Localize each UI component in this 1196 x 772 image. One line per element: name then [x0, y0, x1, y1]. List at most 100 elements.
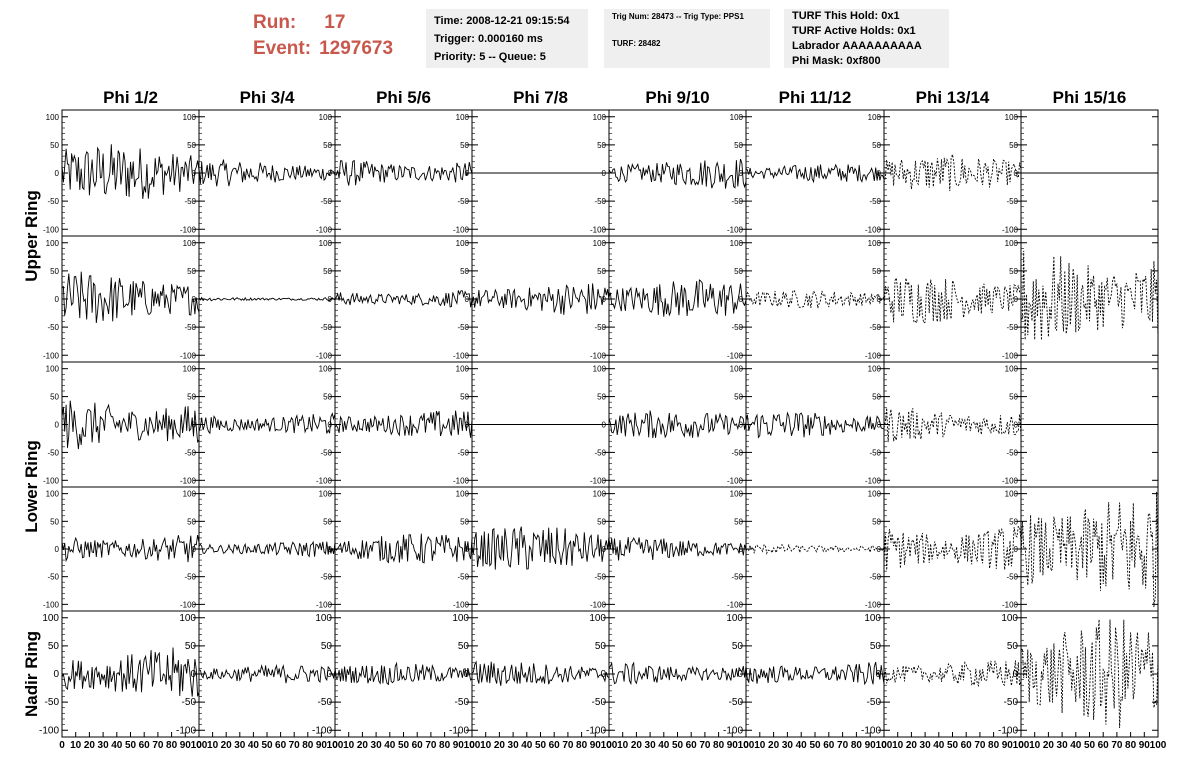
waveform-r4-c1 — [61, 535, 200, 563]
y-tick-label: -50 — [184, 197, 196, 206]
x-tick-label: 0 — [332, 740, 338, 751]
x-tick-label: 10 — [754, 740, 766, 751]
labrador-text: Labrador AAAAAAAAAA — [792, 40, 922, 52]
phi-mask-text: Phi Mask: 0xf800 — [792, 55, 881, 67]
y-tick-label: -100 — [590, 476, 607, 485]
y-tick-label: -100 — [39, 725, 59, 736]
y-tick-label: -50 — [320, 448, 332, 457]
y-tick-label: 100 — [183, 239, 197, 248]
y-tick-label: 0 — [192, 545, 197, 554]
waveform-r1-c3 — [335, 159, 473, 186]
x-tick-label: 50 — [261, 740, 273, 751]
x-tick-label: 20 — [1043, 740, 1055, 751]
y-tick-label: 50 — [872, 141, 881, 150]
waveform-r1-c5 — [608, 158, 747, 189]
y-tick-label: 0 — [602, 545, 607, 554]
x-tick-label: 80 — [988, 740, 1000, 751]
panel-frame-r3-c6 — [745, 361, 885, 488]
x-tick-label: 90 — [590, 740, 602, 751]
y-tick-label: -100 — [998, 725, 1018, 736]
y-tick-label: 0 — [328, 169, 333, 178]
y-tick-label: -50 — [731, 573, 743, 582]
y-tick-label: 50 — [1009, 141, 1018, 150]
y-tick-label: 50 — [734, 393, 743, 402]
y-tick-label: 100 — [730, 239, 744, 248]
x-tick-label: 90 — [1139, 740, 1151, 751]
y-tick-label: -50 — [592, 697, 607, 708]
y-tick-label: -50 — [869, 323, 881, 332]
waveform-r3-c1 — [61, 400, 200, 450]
y-tick-label: 50 — [595, 641, 607, 652]
column-header-6: Phi 11/12 — [779, 88, 852, 107]
waveform-r1-c7 — [883, 154, 1022, 192]
x-tick-label: 100 — [464, 740, 481, 751]
x-tick-label: 100 — [1150, 740, 1167, 751]
trig-num-text: Trig Num: 28473 -- Trig Type: PPS1 — [612, 12, 744, 21]
x-tick-label: 60 — [686, 740, 698, 751]
turf-text: TURF: 28482 — [612, 39, 661, 48]
y-tick-label: -100 — [449, 725, 469, 736]
waveform-r3-c7 — [883, 407, 1022, 443]
y-tick-label: 50 — [323, 393, 332, 402]
x-tick-label: 10 — [617, 740, 629, 751]
y-tick-label: 0 — [328, 295, 333, 304]
time-text: Time: 2008-12-21 09:15:54 — [434, 15, 570, 27]
x-tick-label: 40 — [1070, 740, 1082, 751]
panel-frame-r3-c7 — [883, 361, 1022, 488]
column-header-1: Phi 1/2 — [103, 88, 158, 107]
y-tick-label: 100 — [46, 490, 60, 499]
x-tick-label: 100 — [1013, 740, 1030, 751]
y-tick-label: 100 — [593, 365, 607, 374]
y-tick-label: -100 — [727, 600, 744, 609]
x-tick-label: 80 — [439, 740, 451, 751]
y-tick-label: -100 — [316, 225, 333, 234]
y-tick-label: 0 — [328, 421, 333, 430]
x-tick-label: 60 — [1098, 740, 1110, 751]
y-tick-label: 100 — [46, 365, 60, 374]
y-tick-label: 100 — [46, 113, 60, 122]
y-tick-label: -50 — [1006, 448, 1018, 457]
x-tick-label: 20 — [906, 740, 918, 751]
turf-info-box: TURF This Hold: 0x1 TURF Active Holds: 0… — [784, 9, 949, 68]
x-tick-label: 80 — [851, 740, 863, 751]
y-tick-label: -50 — [184, 323, 196, 332]
y-tick-label: -100 — [861, 725, 881, 736]
panel-frame-r4-c1 — [61, 486, 200, 612]
x-tick-label: 0 — [743, 740, 749, 751]
y-tick-label: -100 — [180, 225, 197, 234]
y-tick-label: 100 — [183, 365, 197, 374]
y-tick-label: -100 — [453, 476, 470, 485]
x-tick-label: 100 — [601, 740, 618, 751]
priority-text: Priority: 5 -- Queue: 5 — [434, 51, 546, 63]
y-tick-label: 100 — [183, 113, 197, 122]
y-tick-label: 0 — [877, 295, 882, 304]
x-tick-label: 50 — [809, 740, 821, 751]
y-tick-label: 100 — [593, 113, 607, 122]
x-tick-label: 80 — [166, 740, 178, 751]
y-tick-label: 100 — [456, 113, 470, 122]
y-tick-label: -50 — [1004, 697, 1019, 708]
y-tick-label: -100 — [723, 725, 743, 736]
y-tick-label: -100 — [43, 600, 60, 609]
x-tick-label: 100 — [191, 740, 208, 751]
x-tick-label: 20 — [357, 740, 369, 751]
y-tick-label: 50 — [187, 141, 196, 150]
y-tick-label: 50 — [597, 267, 606, 276]
y-tick-label: 100 — [868, 365, 882, 374]
x-tick-label: 20 — [494, 740, 506, 751]
waveform-r4-c4 — [471, 526, 610, 570]
x-tick-label: 50 — [535, 740, 547, 751]
event-label: Event: — [253, 38, 312, 59]
column-header-7: Phi 13/14 — [916, 88, 990, 107]
waveform-r5-c8 — [1020, 619, 1159, 729]
y-tick-label: -100 — [727, 225, 744, 234]
waveform-r2-c2 — [198, 296, 336, 302]
y-tick-label: 50 — [48, 641, 60, 652]
y-tick-label: 0 — [877, 545, 882, 554]
y-tick-label: -100 — [316, 351, 333, 360]
y-tick-label: -50 — [869, 197, 881, 206]
y-tick-label: -100 — [316, 600, 333, 609]
y-tick-label: -100 — [180, 600, 197, 609]
y-tick-label: 50 — [460, 141, 469, 150]
y-tick-label: 0 — [602, 169, 607, 178]
